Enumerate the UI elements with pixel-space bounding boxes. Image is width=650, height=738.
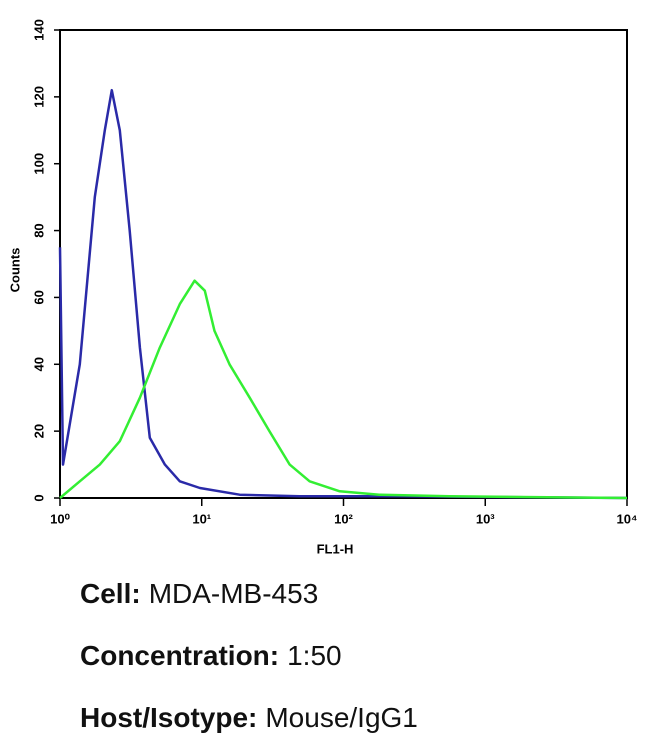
y-tick-label: 40 — [31, 357, 46, 371]
y-axis-label: Counts — [7, 248, 22, 293]
caption-value: Mouse/IgG1 — [265, 702, 418, 733]
series-line — [58, 88, 628, 500]
plot-frame — [59, 29, 628, 499]
caption-row: Host/Isotype: Mouse/IgG1 — [80, 702, 418, 734]
y-tick-label: 20 — [31, 424, 46, 438]
x-tick-label: 10² — [334, 511, 353, 526]
y-tick-label: 140 — [31, 19, 46, 41]
series-line — [59, 279, 628, 500]
y-tick-label: 100 — [31, 153, 46, 175]
caption-row: Concentration: 1:50 — [80, 640, 342, 672]
caption-label: Host/Isotype: — [80, 702, 258, 733]
x-tick-label: 10⁴ — [617, 511, 638, 526]
caption-label: Concentration: — [80, 640, 280, 671]
caption-value: MDA-MB-453 — [148, 578, 319, 609]
y-tick-label: 60 — [31, 290, 46, 304]
caption-label: Cell: — [80, 578, 141, 609]
y-tick-label: 80 — [31, 223, 46, 237]
x-axis-label: FL1-H — [317, 541, 354, 556]
x-tick-label: 10³ — [476, 511, 495, 526]
caption-row: Cell: MDA-MB-453 — [80, 578, 318, 610]
x-tick-label: 10¹ — [192, 511, 211, 526]
x-tick-label: 10⁰ — [50, 511, 70, 526]
chart: Counts FL1-H 0 20 40 60 80 100 120 140 10⁰ 10¹ 10²… — [7, 19, 638, 556]
y-tick-label: 120 — [31, 86, 46, 108]
y-tick-label: 0 — [31, 494, 46, 501]
caption-value: 1:50 — [287, 640, 342, 671]
